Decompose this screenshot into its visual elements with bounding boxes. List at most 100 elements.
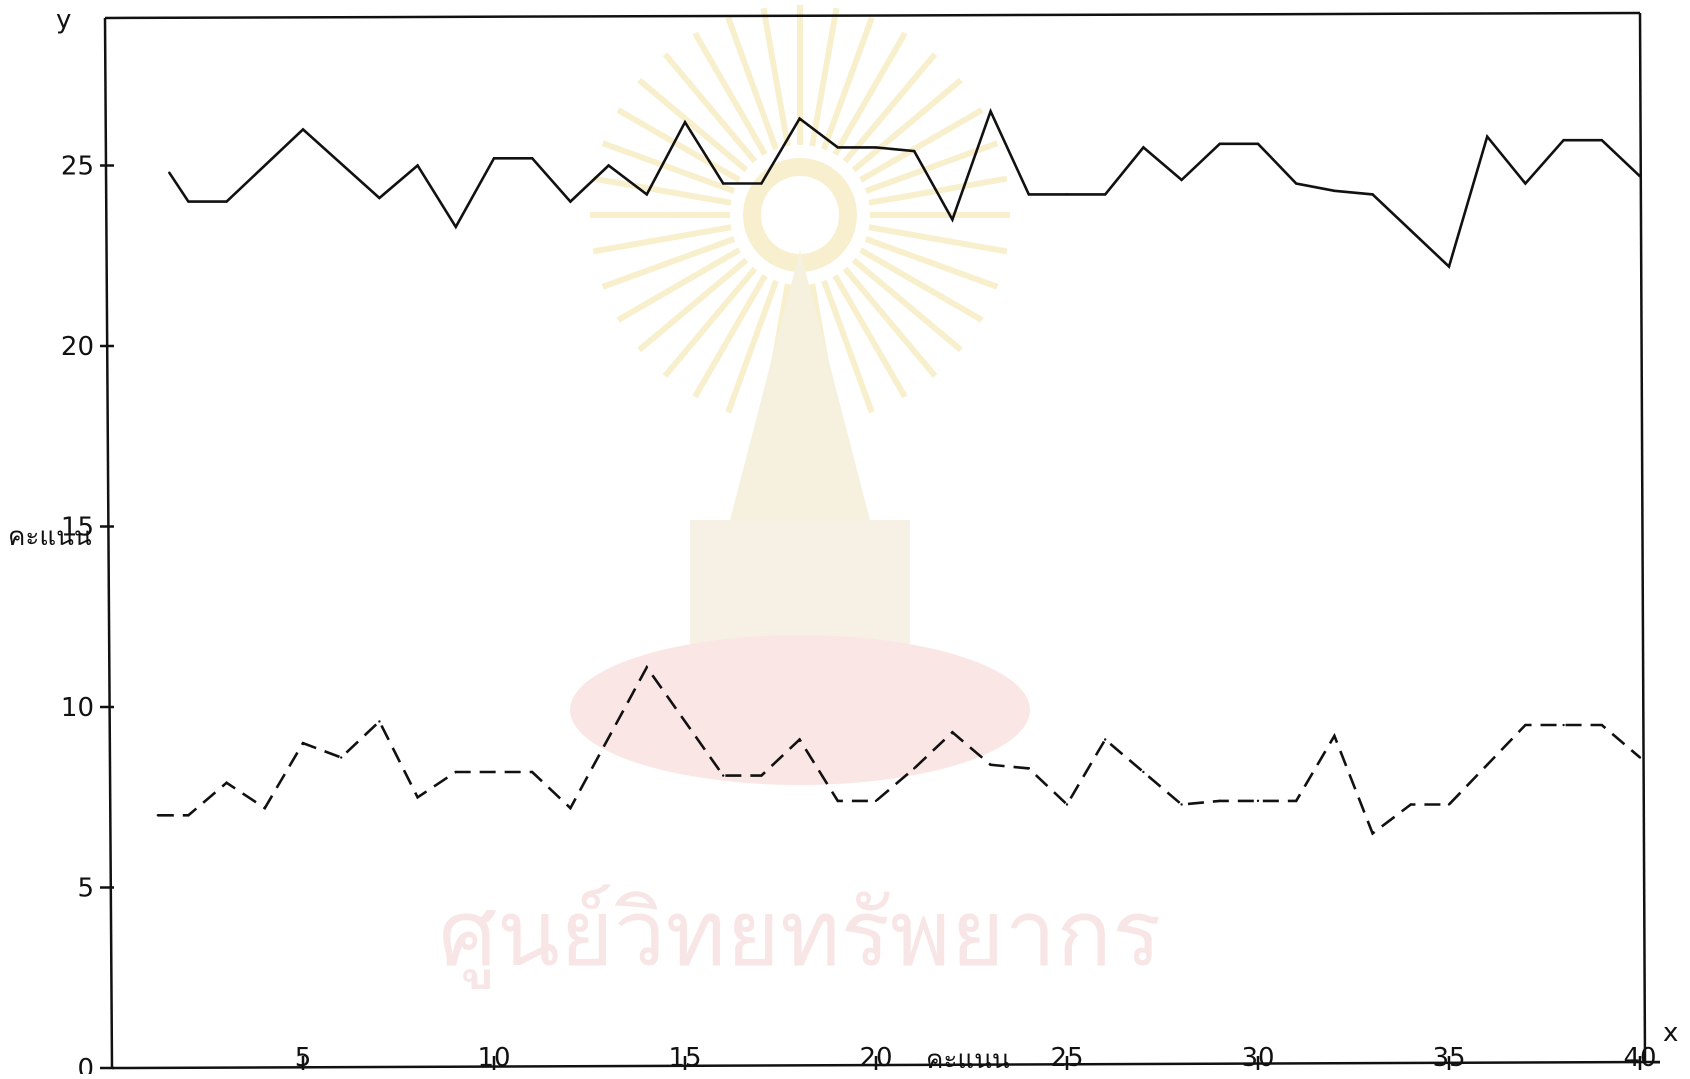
data-point <box>836 146 839 149</box>
data-point <box>1486 135 1489 138</box>
y-tick-label: 25 <box>61 152 94 182</box>
watermark-emblem-icon <box>570 5 1030 785</box>
data-point <box>1371 832 1374 835</box>
data-point <box>913 767 916 770</box>
data-point <box>683 120 687 124</box>
data-point <box>798 738 801 741</box>
watermark: ศูนย์วิทยทรัพยากร <box>439 5 1162 989</box>
data-point <box>1638 175 1642 178</box>
data-point <box>874 146 878 149</box>
data-point <box>874 799 878 803</box>
y-tick-label: 20 <box>61 332 94 362</box>
y-axis-label: คะแนน <box>8 522 92 552</box>
data-point <box>1104 738 1107 741</box>
data-point <box>1524 182 1527 185</box>
y-tick-label: 0 <box>77 1054 94 1074</box>
data-point <box>1409 803 1413 806</box>
data-point <box>1065 803 1069 806</box>
watermark-text: ศูนย์วิทยทรัพยากร <box>439 880 1162 989</box>
y-axis-letter: y <box>56 5 71 35</box>
data-point <box>531 770 534 774</box>
watermark-ray <box>851 257 963 353</box>
data-point <box>378 720 381 723</box>
data-point <box>492 157 496 160</box>
watermark-ray <box>637 77 749 173</box>
data-point <box>416 164 419 167</box>
x-axis <box>111 1060 1661 1070</box>
x-ticks: 5 10 15 20 25 30 35 40 <box>295 1043 1657 1073</box>
data-point <box>569 806 572 810</box>
watermark-ray <box>725 16 779 151</box>
data-point <box>1333 734 1336 738</box>
data-point <box>1562 723 1565 727</box>
watermark-ray <box>821 16 875 151</box>
data-point <box>760 774 763 777</box>
watermark-ray <box>859 247 984 323</box>
watermark-ray <box>592 175 732 206</box>
data-point <box>1333 189 1336 192</box>
x-tick-label: 5 <box>295 1043 312 1073</box>
watermark-ray <box>601 236 736 290</box>
y-axis <box>103 17 114 1069</box>
data-point <box>1409 229 1413 232</box>
watermark-ray <box>692 31 768 156</box>
y-ticks: 0 5 10 15 20 25 <box>61 152 114 1079</box>
watermark-ray <box>864 236 999 290</box>
plot-frame <box>103 11 1661 1070</box>
x-tick-label: 30 <box>1241 1043 1274 1073</box>
x-tick-label: 40 <box>1623 1043 1656 1073</box>
data-point <box>156 814 160 817</box>
data-point <box>531 157 534 160</box>
x-tick-label: 25 <box>1050 1043 1083 1073</box>
data-point <box>1218 799 1222 803</box>
x-axis-label: คะแนน <box>926 1045 1010 1074</box>
data-point <box>1218 142 1222 146</box>
data-point <box>225 200 228 203</box>
watermark-ray <box>760 7 791 147</box>
data-point <box>798 117 801 120</box>
data-point <box>1104 193 1107 196</box>
watermark-ray <box>832 274 908 399</box>
data-point <box>340 756 343 759</box>
data-point <box>1142 146 1145 149</box>
x-tick-label: 15 <box>668 1043 701 1073</box>
watermark-ray <box>842 52 938 164</box>
data-point <box>454 225 457 229</box>
watermark-ray <box>616 107 741 183</box>
watermark-ray <box>592 224 732 255</box>
data-point <box>836 799 839 803</box>
watermark-ray <box>809 7 840 147</box>
data-point <box>301 741 305 745</box>
data-point <box>951 218 954 221</box>
series-layer <box>156 107 1642 836</box>
data-point <box>645 666 648 669</box>
data-point <box>1371 193 1374 196</box>
data-point <box>187 814 190 817</box>
y-tick-label: 5 <box>77 874 94 904</box>
watermark-ray <box>725 279 779 414</box>
watermark-ray <box>851 77 963 173</box>
data-point <box>607 164 610 167</box>
y-tick-label: 15 <box>61 513 94 543</box>
watermark-ray <box>868 175 1008 206</box>
x-axis-letter: x <box>1663 1018 1678 1048</box>
data-point <box>1180 178 1183 182</box>
data-point <box>569 200 572 203</box>
data-point <box>168 171 171 174</box>
watermark-ray <box>842 266 938 378</box>
data-point <box>416 796 419 799</box>
data-point <box>722 774 725 777</box>
data-point <box>1447 803 1451 806</box>
data-point <box>645 193 648 196</box>
data-point <box>1142 770 1145 774</box>
watermark-ray <box>821 279 875 414</box>
data-point <box>989 110 992 113</box>
data-point <box>1295 182 1298 185</box>
watermark-ray <box>616 247 741 323</box>
data-point <box>913 149 916 153</box>
watermark-ray <box>637 257 749 353</box>
data-point <box>301 128 305 131</box>
data-point <box>1600 723 1604 727</box>
